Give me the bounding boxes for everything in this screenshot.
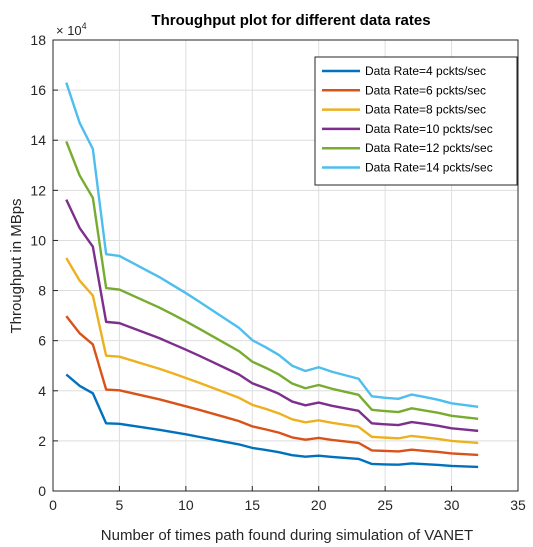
x-axis-label: Number of times path found during simula… [101, 527, 473, 544]
series-line-3 [65, 257, 479, 445]
y-axis-exponent: × 104 [56, 21, 87, 38]
series-line-5 [65, 141, 479, 421]
y-exponent-base: × 10 [56, 23, 82, 38]
y-tick-label: 18 [30, 32, 46, 48]
legend: Data Rate=4 pckts/sec Data Rate=6 pckts/s… [314, 56, 518, 186]
y-axis-label: Throughput in MBps [8, 198, 25, 333]
chart-title: Throughput plot for different data rates [151, 12, 430, 29]
y-tick-label: 10 [30, 232, 46, 248]
legend-entry: Data Rate=12 pckts/sec [365, 141, 493, 155]
y-tick-label: 4 [38, 383, 46, 399]
x-tick-label: 0 [49, 497, 57, 513]
x-tick-label: 35 [510, 497, 526, 513]
y-tick-label: 14 [30, 132, 46, 148]
x-tick-label: 30 [444, 497, 460, 513]
legend-entry: Data Rate=8 pckts/sec [365, 103, 486, 117]
y-tick-label: 6 [38, 333, 46, 349]
y-tick-label: 16 [30, 82, 46, 98]
x-tick-label: 20 [311, 497, 327, 513]
x-tick-label: 15 [244, 497, 260, 513]
y-exponent-power: 4 [82, 21, 87, 31]
plot-frame [52, 39, 519, 492]
y-tick-label: 2 [38, 433, 46, 449]
legend-entry: Data Rate=14 pckts/sec [365, 161, 493, 175]
legend-entry: Data Rate=4 pckts/sec [365, 64, 486, 78]
y-tick-label: 8 [38, 283, 46, 299]
series-line-6 [65, 82, 479, 408]
series-line-1 [65, 373, 479, 469]
x-tick-label: 25 [377, 497, 393, 513]
axis-ticks: 0 5 10 15 20 25 30 35 0 2 4 6 8 10 12 14 16 18 [30, 32, 526, 513]
y-tick-label: 12 [30, 182, 46, 198]
legend-box [314, 56, 518, 186]
x-tick-label: 10 [178, 497, 194, 513]
legend-entry: Data Rate=10 pckts/sec [365, 122, 493, 136]
y-tick-label: 0 [38, 483, 46, 499]
series-lines [65, 82, 479, 469]
x-tick-label: 5 [116, 497, 124, 513]
series-line-2 [65, 315, 479, 457]
series-line-4 [65, 199, 479, 433]
legend-entry: Data Rate=6 pckts/sec [365, 83, 486, 97]
